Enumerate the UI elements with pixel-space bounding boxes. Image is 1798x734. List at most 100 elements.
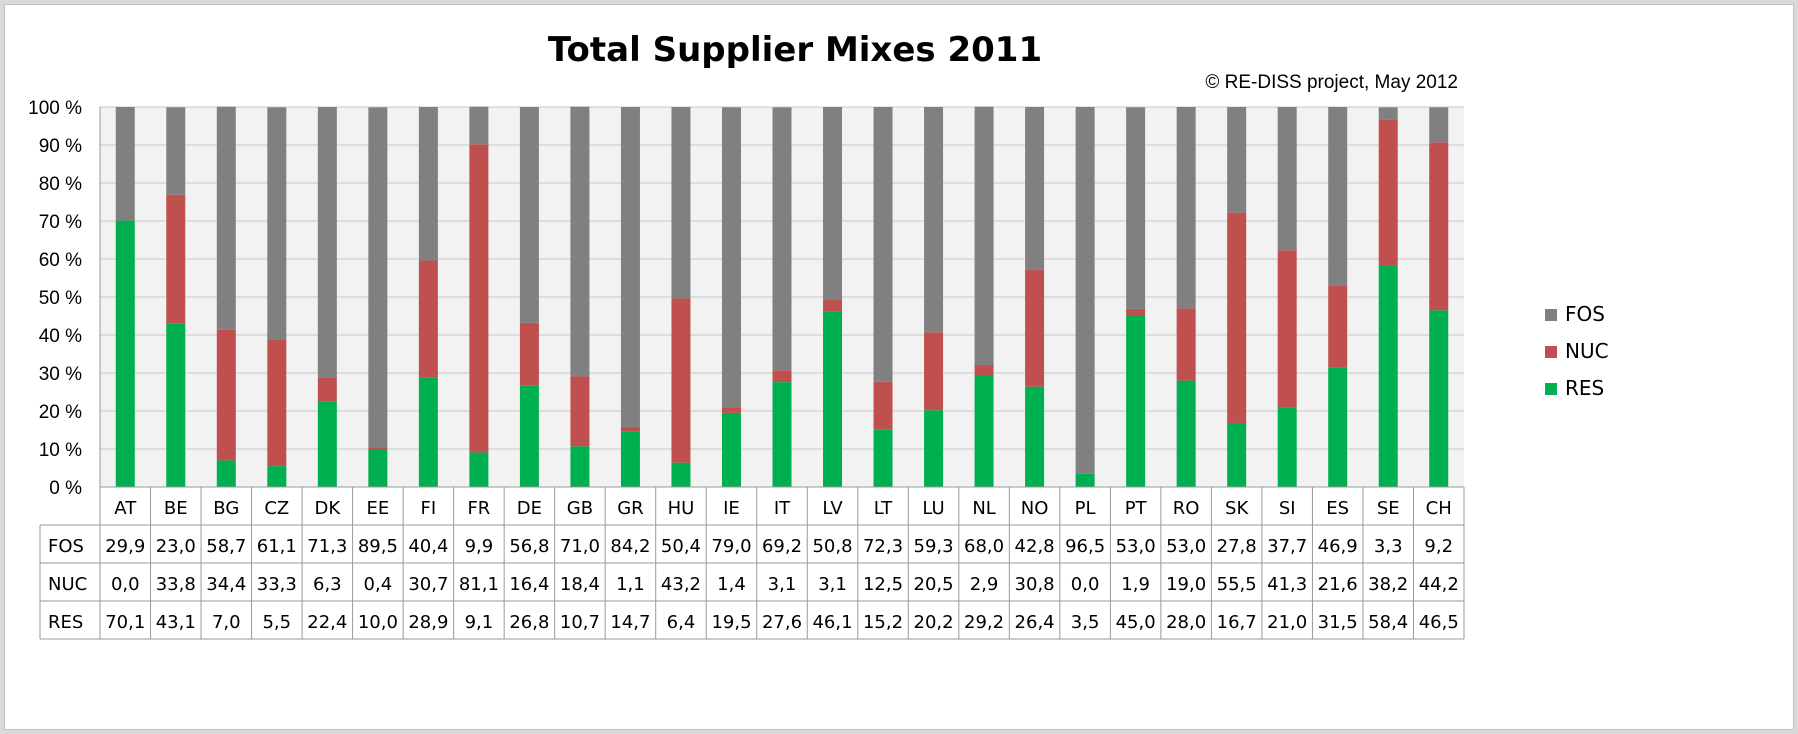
bar-nuc-ch [1429, 142, 1449, 311]
bar-res-lu [924, 410, 944, 487]
legend-swatch-fos [1545, 309, 1557, 321]
legend-label-fos: FOS [1565, 302, 1605, 326]
bar-nuc-gb [570, 376, 590, 447]
data-label: 40,4 [408, 536, 448, 557]
bar-fos-se [1378, 107, 1398, 120]
x-tick-label: HU [668, 498, 695, 519]
bar-fos-ee [368, 107, 388, 448]
x-tick-label: ES [1326, 498, 1349, 519]
y-tick-label: 60 % [39, 250, 82, 271]
x-tick-label: GB [567, 498, 593, 519]
bar-fos-be [166, 107, 186, 195]
y-tick-label: 40 % [39, 326, 82, 347]
data-label: 46,1 [812, 612, 852, 633]
data-label: 16,7 [1217, 612, 1257, 633]
bar-res-ee [368, 449, 388, 487]
bar-fos-ro [1176, 107, 1196, 309]
x-tick-label: NL [972, 498, 996, 519]
data-label: 30,7 [408, 574, 448, 595]
legend-label-nuc: NUC [1565, 339, 1609, 363]
bar-res-gr [620, 431, 640, 487]
data-label: 29,9 [105, 536, 145, 557]
table-row-header-nuc: NUC [48, 574, 87, 595]
bar-res-fr [469, 452, 489, 487]
x-tick-label: PL [1075, 498, 1096, 519]
bar-fos-hu [671, 107, 691, 299]
x-tick-label: DK [314, 498, 341, 519]
data-label: 9,9 [465, 536, 494, 557]
bar-res-pt [1126, 316, 1146, 487]
y-tick-label: 50 % [39, 288, 82, 309]
bar-nuc-ie [721, 407, 741, 413]
data-label: 3,1 [818, 574, 847, 595]
x-tick-label: PT [1125, 498, 1148, 519]
data-label: 96,5 [1065, 536, 1105, 557]
table-row-header-res: RES [48, 612, 83, 633]
bar-nuc-gr [620, 426, 640, 432]
bar-fos-es [1328, 107, 1348, 286]
data-label: 21,6 [1318, 574, 1358, 595]
data-label: 33,8 [156, 574, 196, 595]
data-label: 69,2 [762, 536, 802, 557]
bar-nuc-nl [974, 365, 994, 377]
data-label: 84,2 [610, 536, 650, 557]
bar-res-de [519, 385, 539, 487]
x-tick-label: CZ [264, 498, 289, 519]
data-label: 1,1 [616, 574, 645, 595]
data-label: 6,4 [667, 612, 696, 633]
data-label: 43,1 [156, 612, 196, 633]
data-label: 55,5 [1217, 574, 1257, 595]
data-label: 81,1 [459, 574, 499, 595]
y-tick-label: 70 % [39, 212, 82, 233]
data-label: 3,3 [1374, 536, 1403, 557]
x-tick-label: SI [1279, 498, 1296, 519]
x-tick-label: BG [213, 498, 239, 519]
data-label: 89,5 [358, 536, 398, 557]
data-label: 27,6 [762, 612, 802, 633]
bar-res-sk [1227, 423, 1247, 487]
bar-nuc-si [1277, 250, 1297, 408]
bar-fos-ie [721, 107, 741, 408]
x-tick-label: CH [1426, 498, 1452, 519]
bar-res-lt [873, 429, 893, 487]
bar-fos-de [519, 107, 539, 323]
y-tick-label: 100 % [28, 98, 82, 119]
data-label: 43,2 [661, 574, 701, 595]
data-label: 34,4 [206, 574, 246, 595]
data-label: 0,0 [111, 574, 140, 595]
bar-res-it [772, 382, 792, 487]
bar-nuc-lv [823, 300, 843, 312]
data-label: 10,0 [358, 612, 398, 633]
x-tick-label: FI [421, 498, 437, 519]
bar-res-at [115, 220, 135, 487]
x-tick-label: AT [114, 498, 137, 519]
x-tick-label: IE [723, 498, 740, 519]
x-tick-label: FR [467, 498, 490, 519]
bar-res-es [1328, 367, 1348, 487]
data-label: 10,7 [560, 612, 600, 633]
bar-nuc-dk [317, 377, 337, 402]
data-label: 3,5 [1071, 612, 1100, 633]
data-label: 59,3 [914, 536, 954, 557]
x-tick-label: EE [366, 498, 389, 519]
data-label: 1,9 [1121, 574, 1150, 595]
data-label: 1,4 [717, 574, 746, 595]
bar-fos-pt [1126, 107, 1146, 309]
x-tick-label: IT [774, 498, 791, 519]
bar-nuc-es [1328, 285, 1348, 368]
bar-fos-gb [570, 106, 590, 377]
data-label: 28,0 [1166, 612, 1206, 633]
data-label: 9,1 [465, 612, 494, 633]
data-label: 42,8 [1015, 536, 1055, 557]
x-tick-label: LT [874, 498, 894, 519]
bar-fos-si [1277, 107, 1297, 251]
legend-swatch-res [1545, 383, 1557, 395]
bar-fos-gr [620, 107, 640, 427]
bar-res-no [1025, 386, 1045, 487]
data-label: 7,0 [212, 612, 241, 633]
bar-res-nl [974, 376, 994, 487]
data-label: 28,9 [408, 612, 448, 633]
data-label: 53,0 [1116, 536, 1156, 557]
data-label: 70,1 [105, 612, 145, 633]
bar-nuc-pt [1126, 308, 1146, 316]
